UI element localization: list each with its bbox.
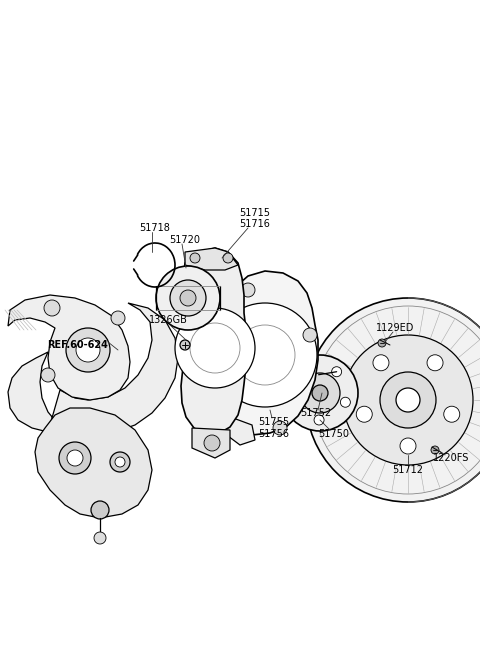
Circle shape	[180, 290, 196, 306]
Circle shape	[223, 253, 233, 263]
Circle shape	[332, 367, 342, 377]
Circle shape	[431, 446, 439, 454]
Circle shape	[59, 442, 91, 474]
Circle shape	[241, 283, 255, 297]
Circle shape	[306, 298, 480, 502]
Circle shape	[356, 406, 372, 422]
Circle shape	[312, 385, 328, 401]
Circle shape	[156, 266, 220, 330]
Text: 51755: 51755	[258, 417, 289, 427]
Circle shape	[396, 388, 420, 412]
Circle shape	[213, 303, 317, 407]
Text: 51712: 51712	[393, 465, 423, 475]
Circle shape	[66, 328, 110, 372]
Circle shape	[76, 338, 100, 362]
Circle shape	[378, 339, 386, 347]
Polygon shape	[8, 295, 130, 400]
Circle shape	[289, 396, 299, 405]
Circle shape	[190, 253, 200, 263]
Circle shape	[400, 438, 416, 454]
Circle shape	[427, 355, 443, 371]
Circle shape	[314, 415, 324, 425]
Polygon shape	[181, 248, 247, 434]
Text: 51756: 51756	[259, 429, 289, 439]
Circle shape	[204, 435, 220, 451]
Circle shape	[110, 452, 130, 472]
Circle shape	[44, 300, 60, 316]
Polygon shape	[35, 408, 152, 518]
Polygon shape	[220, 415, 255, 445]
Circle shape	[170, 280, 206, 316]
Circle shape	[41, 368, 55, 382]
Text: 1129ED: 1129ED	[376, 323, 414, 333]
Text: 1220FS: 1220FS	[433, 453, 469, 463]
Circle shape	[115, 457, 125, 467]
Text: REF.60-624: REF.60-624	[48, 340, 108, 350]
Circle shape	[373, 355, 389, 371]
Circle shape	[67, 450, 83, 466]
Circle shape	[91, 501, 109, 519]
Circle shape	[111, 311, 125, 325]
Polygon shape	[185, 248, 238, 270]
Text: 51750: 51750	[319, 429, 349, 439]
Text: 51752: 51752	[300, 408, 332, 418]
Circle shape	[300, 373, 340, 413]
Circle shape	[300, 365, 310, 375]
Circle shape	[343, 335, 473, 465]
Text: 51718: 51718	[140, 223, 170, 233]
Text: 1326GB: 1326GB	[149, 315, 187, 325]
Polygon shape	[8, 303, 178, 435]
Text: 51715: 51715	[240, 208, 271, 218]
Circle shape	[180, 340, 190, 350]
Circle shape	[273, 421, 287, 435]
Circle shape	[94, 532, 106, 544]
Circle shape	[380, 372, 436, 428]
Polygon shape	[192, 428, 230, 458]
Circle shape	[340, 397, 350, 407]
Circle shape	[444, 406, 460, 422]
Polygon shape	[216, 271, 318, 435]
Circle shape	[303, 328, 317, 342]
Text: 51716: 51716	[240, 219, 270, 229]
Circle shape	[282, 355, 358, 431]
Circle shape	[175, 308, 255, 388]
Text: 51720: 51720	[169, 235, 201, 245]
